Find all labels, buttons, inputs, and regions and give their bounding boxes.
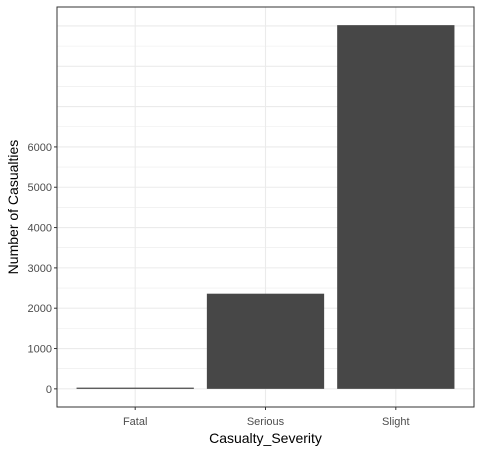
bars	[76, 25, 455, 389]
x-axis-title: Casualty_Severity	[209, 430, 322, 446]
y-tick-label: 2000	[28, 303, 52, 315]
y-axis-ticks: 0 1000 2000 3000 4000 5000 6000	[28, 142, 57, 396]
bar-fatal	[76, 387, 194, 389]
y-tick-label: 0	[46, 384, 52, 396]
bar-slight	[337, 25, 455, 389]
y-axis-title: Number of Casualties	[5, 140, 21, 275]
x-axis-ticks: Fatal Serious Slight	[123, 407, 410, 428]
y-tick-label: 3000	[28, 263, 52, 275]
y-tick-label: 5000	[28, 182, 52, 194]
x-tick-label: Fatal	[123, 416, 147, 428]
bar-serious	[206, 293, 325, 389]
y-tick-label: 4000	[28, 223, 52, 235]
x-tick-label: Serious	[247, 416, 285, 428]
y-tick-label: 6000	[28, 142, 52, 154]
y-tick-label: 1000	[28, 344, 52, 356]
x-tick-label: Slight	[382, 416, 410, 428]
